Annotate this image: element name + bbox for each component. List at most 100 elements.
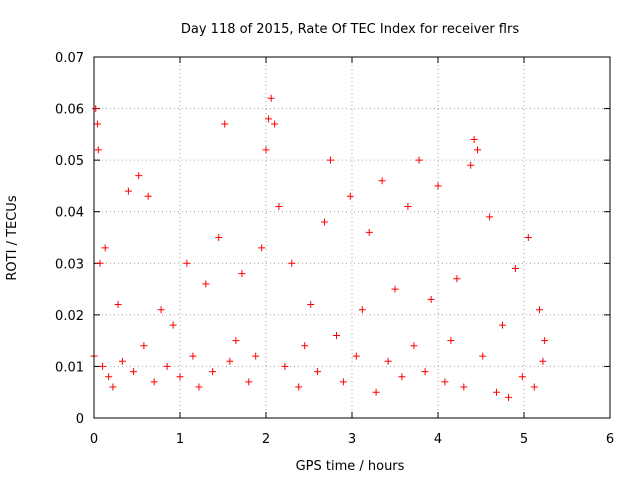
x-tick-label: 3 (348, 432, 356, 447)
data-point (130, 368, 138, 376)
data-point (486, 213, 494, 221)
data-point (183, 259, 191, 267)
x-axis-label: GPS time / hours (296, 459, 405, 474)
y-tick-label: 0.05 (55, 154, 84, 169)
data-point (492, 388, 500, 396)
plot-frame (93, 56, 611, 419)
data-point (118, 357, 126, 365)
data-point (105, 373, 113, 381)
y-tick-label: 0.07 (55, 51, 84, 66)
data-point (92, 105, 100, 113)
data-point (221, 120, 229, 128)
data-point (114, 301, 122, 309)
y-tick-label: 0.03 (55, 257, 84, 272)
y-tick-label: 0.01 (55, 360, 84, 375)
data-point (209, 368, 217, 376)
data-point (96, 259, 104, 267)
data-point (93, 120, 101, 128)
data-point (288, 259, 296, 267)
data-point (176, 373, 184, 381)
data-point (157, 306, 165, 314)
data-point (307, 301, 315, 309)
data-point (524, 234, 532, 241)
data-point (140, 342, 148, 350)
chart-title: Day 118 of 2015, Rate Of TEC Index for r… (181, 22, 519, 37)
data-point (339, 378, 347, 386)
data-point (189, 352, 197, 360)
y-axis-label: ROTI / TECUs (5, 195, 20, 280)
data-point (333, 331, 341, 339)
data-point (434, 182, 442, 190)
data-point (384, 357, 392, 365)
data-point (404, 203, 412, 211)
data-point (447, 337, 455, 345)
data-point (101, 244, 109, 252)
data-point (314, 368, 322, 376)
y-tick-label: 0.04 (55, 206, 84, 221)
data-point (346, 192, 354, 200)
data-point (467, 161, 475, 169)
data-point (94, 146, 102, 154)
data-point (518, 373, 526, 381)
tick-labels: 0 1 2 3 4 5 6 0 0.01 0.02 0.03 0.04 0.05 0.06 0.07 (55, 51, 614, 447)
data-point (460, 383, 468, 391)
data-point (135, 172, 143, 180)
data-point (271, 120, 279, 128)
data-point (530, 383, 538, 391)
data-point (470, 136, 478, 144)
data-point (372, 388, 380, 396)
data-point (378, 177, 386, 185)
x-tick-label: 5 (520, 432, 528, 447)
data-point (505, 393, 513, 401)
data-point (150, 378, 158, 386)
data-point (109, 383, 117, 391)
data-point (238, 270, 246, 278)
data-point (421, 368, 429, 376)
data-point (415, 156, 423, 164)
data-point (202, 280, 210, 288)
data-point (275, 203, 283, 211)
data-point (267, 94, 275, 102)
x-tick-label: 2 (262, 432, 270, 447)
x-tick-label: 1 (176, 432, 184, 447)
data-point (479, 352, 487, 360)
data-point (398, 373, 406, 381)
data-point (352, 352, 360, 360)
data-point (441, 378, 449, 386)
data-point (252, 352, 260, 360)
data-point (301, 342, 309, 350)
data-point (215, 234, 223, 241)
data-point (232, 337, 240, 345)
data-point (327, 156, 334, 164)
data-point (320, 218, 328, 226)
y-tick-label: 0.02 (55, 309, 84, 324)
data-point (265, 115, 273, 123)
data-point (358, 306, 366, 314)
data-point (535, 306, 543, 314)
y-tick-label: 0 (76, 412, 84, 427)
data-point (99, 362, 107, 370)
data-point (226, 357, 234, 365)
data-point (474, 146, 482, 154)
y-tick-label: 0.06 (55, 103, 84, 118)
data-point (281, 362, 289, 370)
data-point (539, 357, 547, 365)
data-point (258, 244, 266, 252)
data-point (195, 383, 203, 391)
data-point (262, 146, 270, 154)
data-point (453, 275, 461, 283)
data-point (541, 337, 549, 345)
data-point (410, 342, 418, 350)
x-tick-label: 4 (434, 432, 442, 447)
data-points (90, 94, 549, 401)
data-point (245, 378, 253, 386)
data-point (124, 187, 132, 195)
data-point (163, 362, 171, 370)
data-point (499, 321, 506, 329)
x-tick-label: 0 (90, 432, 98, 447)
x-tick-label: 6 (606, 432, 614, 447)
data-point (391, 285, 399, 293)
data-point (427, 295, 435, 303)
